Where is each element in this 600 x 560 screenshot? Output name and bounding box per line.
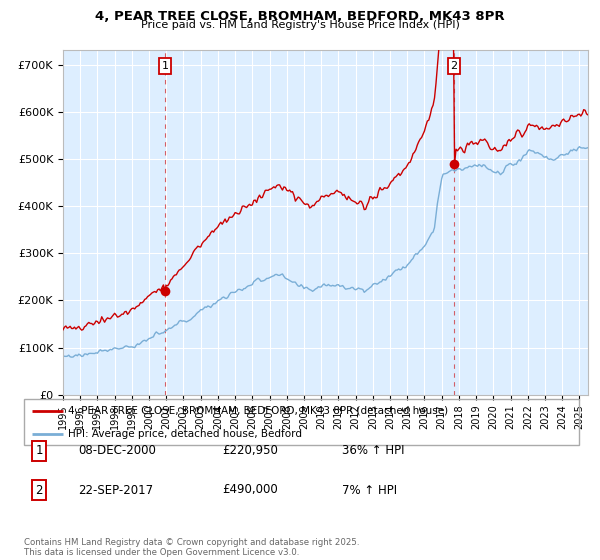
- Text: 08-DEC-2000: 08-DEC-2000: [78, 444, 156, 458]
- Text: 1: 1: [35, 444, 43, 458]
- Text: Price paid vs. HM Land Registry's House Price Index (HPI): Price paid vs. HM Land Registry's House …: [140, 20, 460, 30]
- Text: Contains HM Land Registry data © Crown copyright and database right 2025.
This d: Contains HM Land Registry data © Crown c…: [24, 538, 359, 557]
- Text: 1: 1: [161, 61, 169, 71]
- Text: 2: 2: [35, 483, 43, 497]
- Text: 22-SEP-2017: 22-SEP-2017: [78, 483, 153, 497]
- Text: 4, PEAR TREE CLOSE, BROMHAM, BEDFORD, MK43 8PR (detached house): 4, PEAR TREE CLOSE, BROMHAM, BEDFORD, MK…: [68, 406, 449, 416]
- Text: £220,950: £220,950: [222, 444, 278, 458]
- Text: £490,000: £490,000: [222, 483, 278, 497]
- Text: 36% ↑ HPI: 36% ↑ HPI: [342, 444, 404, 458]
- Text: 7% ↑ HPI: 7% ↑ HPI: [342, 483, 397, 497]
- Text: 2: 2: [451, 61, 458, 71]
- Text: HPI: Average price, detached house, Bedford: HPI: Average price, detached house, Bedf…: [68, 429, 302, 438]
- Text: 4, PEAR TREE CLOSE, BROMHAM, BEDFORD, MK43 8PR: 4, PEAR TREE CLOSE, BROMHAM, BEDFORD, MK…: [95, 10, 505, 22]
